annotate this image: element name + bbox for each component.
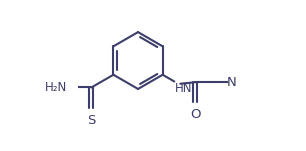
Text: N: N (226, 76, 236, 89)
Text: O: O (190, 108, 200, 121)
Text: HN: HN (175, 82, 192, 95)
Text: H₂N: H₂N (45, 81, 67, 94)
Text: S: S (87, 114, 95, 127)
